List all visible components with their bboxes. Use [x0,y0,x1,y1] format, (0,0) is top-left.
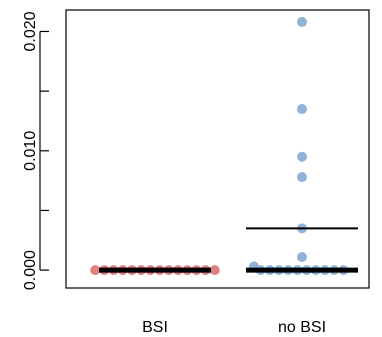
y-tick-label: 0.000 [22,250,39,290]
point-no-bsi [297,251,307,262]
point-no-bsi [297,151,307,162]
axes-layer [39,9,370,289]
point-no-bsi [297,172,307,183]
labels-layer: 0.000 0.010 0.020 BSI no BSI [22,11,326,336]
point-bsi [90,265,101,276]
point-no-bsi [297,16,307,27]
point-bsi [209,265,220,276]
x-category-label: BSI [142,319,168,336]
plot-frame [65,9,370,289]
x-category-label: no BSI [278,319,326,336]
y-tick-label: 0.010 [22,131,39,171]
marks-layer [90,16,358,276]
y-tick-label: 0.020 [22,11,39,51]
point-no-bsi [297,104,307,115]
